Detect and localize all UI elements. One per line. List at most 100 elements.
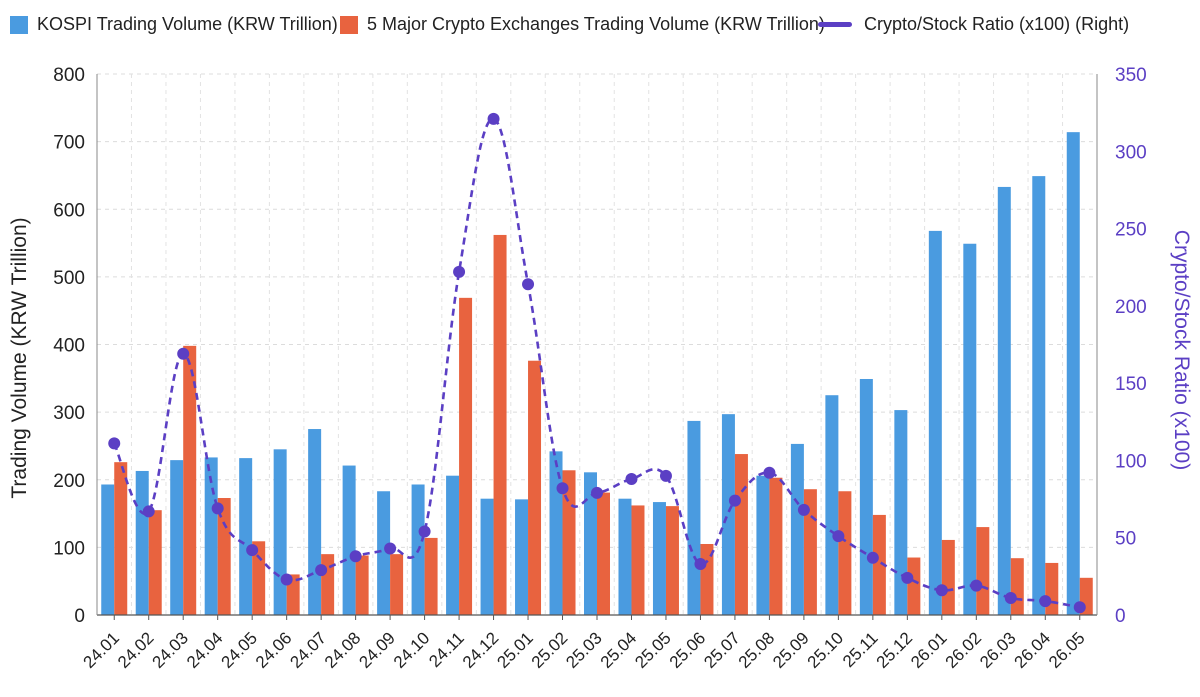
bar-crypto: [424, 537, 438, 615]
x-tick-label: 25.11: [839, 628, 882, 671]
ratio-point: [659, 469, 672, 482]
bar-kospi: [308, 429, 322, 615]
y2-tick-label: 350: [1115, 65, 1147, 86]
x-tick-label: 24.10: [390, 628, 434, 672]
y2-tick-label: 300: [1115, 142, 1147, 163]
ratio-point: [418, 525, 431, 538]
y-tick-label: 300: [53, 403, 85, 424]
bar-crypto: [528, 360, 542, 615]
x-tick-label: 24.09: [355, 628, 399, 672]
x-tick-label: 24.02: [114, 628, 158, 672]
x-tick-label: 24.07: [286, 628, 330, 672]
ratio-point: [763, 466, 776, 479]
bar-crypto: [390, 554, 404, 615]
y-axis-title: Trading Volume (KRW Trillion): [8, 217, 31, 498]
bar-kospi: [859, 378, 873, 615]
bar-kospi: [170, 460, 184, 615]
bar-kospi: [756, 475, 770, 615]
ratio-point: [349, 550, 362, 563]
bar-crypto: [459, 297, 473, 615]
bar-crypto: [1045, 562, 1059, 615]
ratio-point: [280, 573, 293, 586]
x-tick-label: 25.07: [700, 628, 744, 672]
bar-kospi: [515, 499, 529, 615]
y-tick-label: 600: [53, 200, 85, 221]
x-tick-label: 24.06: [252, 628, 296, 672]
bar-kospi: [135, 470, 149, 615]
bar-kospi: [584, 472, 597, 615]
bar-kospi: [997, 186, 1011, 615]
x-tick-label: 26.03: [976, 628, 1020, 672]
x-tick-label: 25.08: [735, 628, 779, 672]
bar-crypto: [114, 462, 128, 615]
bar-crypto: [1010, 558, 1024, 615]
legend-line-ratio: [818, 22, 852, 27]
x-tick-label: 25.01: [493, 628, 537, 672]
ratio-point: [694, 557, 707, 570]
x-tick-label: 26.05: [1045, 628, 1089, 672]
ratio-point: [142, 505, 155, 518]
bar-kospi: [928, 230, 942, 615]
ratio-line-layer: [108, 112, 1086, 614]
ratio-point: [556, 482, 569, 495]
bar-crypto: [941, 539, 955, 615]
ratio-point: [246, 544, 259, 557]
bar-kospi: [377, 491, 391, 615]
bar-kospi: [652, 502, 666, 615]
bar-kospi: [549, 451, 563, 615]
bar-crypto: [183, 345, 197, 615]
bar-kospi: [239, 458, 253, 615]
ratio-point: [384, 542, 397, 555]
ratio-point: [1004, 591, 1017, 604]
x-tick-label: 25.09: [769, 628, 813, 672]
bar-kospi: [1032, 176, 1046, 615]
bar-kospi: [101, 484, 115, 615]
bar-kospi: [963, 243, 977, 615]
bar-kospi: [790, 443, 804, 615]
y2-tick-label: 0: [1115, 606, 1126, 627]
x-tick-label: 25.12: [873, 628, 917, 672]
bar-kospi: [446, 475, 460, 615]
x-tick-label: 25.06: [666, 628, 710, 672]
ratio-point: [935, 584, 948, 597]
legend-item-crypto: 5 Major Crypto Exchanges Trading Volume …: [340, 14, 825, 35]
x-tick-label: 24.03: [149, 628, 193, 672]
legend-swatch-kospi: [10, 15, 28, 34]
bar-kospi: [480, 498, 494, 615]
y-tick-label: 200: [53, 471, 85, 492]
ratio-point: [797, 503, 810, 516]
bar-crypto: [355, 555, 369, 615]
bar-crypto: [907, 557, 921, 615]
x-tick-label: 24.04: [183, 628, 227, 672]
y2-axis-title: Crypto/Stock Ratio (x100): [1170, 230, 1193, 470]
x-tick-label: 24.08: [321, 628, 365, 672]
ratio-point: [1073, 601, 1086, 614]
x-tick-label: 24.12: [459, 628, 503, 672]
x-tick-label: 26.01: [907, 628, 951, 672]
bar-kospi: [342, 465, 356, 615]
ratio-point: [591, 486, 603, 499]
ratio-point: [728, 494, 741, 507]
x-tick-label: 24.11: [425, 628, 468, 671]
x-tick-label: 25.10: [804, 628, 848, 672]
bar-kospi: [204, 457, 218, 615]
bar-kospi: [721, 414, 735, 615]
legend-item-ratio: Crypto/Stock Ratio (x100) (Right): [818, 14, 1129, 35]
bar-crypto: [872, 514, 886, 615]
x-tick-label: 25.02: [528, 628, 572, 672]
x-tick-label: 24.01: [80, 628, 124, 672]
ratio-point: [522, 278, 535, 291]
y-tick-label: 500: [53, 268, 85, 289]
y-tick-label: 800: [53, 65, 85, 86]
ratio-point: [108, 437, 121, 450]
y-tick-label: 700: [53, 133, 85, 154]
bar-crypto: [803, 489, 817, 615]
ratio-point: [866, 551, 879, 564]
ratio-point: [177, 347, 190, 360]
x-tick-label: 25.03: [562, 628, 606, 672]
bar-crypto: [631, 505, 645, 615]
bar-kospi: [618, 498, 632, 615]
y2-tick-label: 50: [1115, 529, 1136, 550]
bar-kospi: [273, 449, 287, 615]
